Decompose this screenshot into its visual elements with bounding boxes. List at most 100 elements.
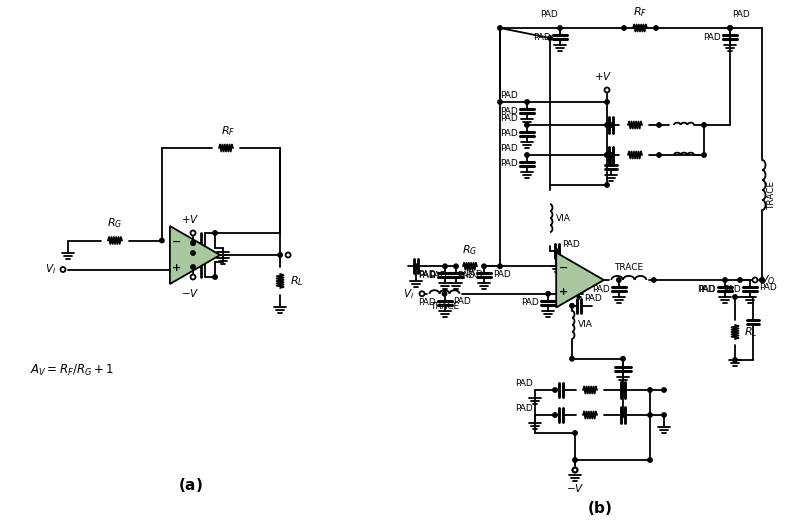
Circle shape [760,278,764,282]
Circle shape [498,100,502,104]
Text: TRACE: TRACE [430,301,459,311]
Text: PAD: PAD [500,129,518,138]
Circle shape [609,153,614,157]
Text: $V_I$: $V_I$ [45,262,56,276]
Circle shape [657,153,662,157]
Circle shape [190,231,195,235]
Circle shape [525,100,530,104]
Circle shape [191,251,195,255]
Text: $+V$: $+V$ [181,213,199,225]
Circle shape [702,153,706,157]
Text: PAD: PAD [592,285,610,294]
Text: $+V$: $+V$ [594,70,612,82]
Circle shape [733,358,738,362]
Text: $R_G$: $R_G$ [107,216,122,231]
Circle shape [61,267,66,272]
Circle shape [414,264,418,268]
Text: $R_G$: $R_G$ [462,243,478,257]
Circle shape [553,388,558,392]
Text: PAD: PAD [430,271,447,280]
Circle shape [728,26,732,30]
Circle shape [443,264,447,268]
Text: PAD: PAD [465,270,482,279]
Text: −: − [172,237,182,247]
Circle shape [482,264,486,268]
Text: PAD: PAD [500,91,518,100]
Circle shape [498,264,502,268]
Text: PAD: PAD [723,285,741,294]
Text: +: + [172,263,182,273]
Circle shape [570,304,574,308]
Circle shape [654,26,658,30]
Circle shape [160,238,164,243]
Text: VIA: VIA [578,320,593,329]
Circle shape [454,264,458,268]
Circle shape [621,356,626,361]
Text: PAD: PAD [418,270,436,279]
Text: $-V$: $-V$ [181,287,199,299]
Text: PAD: PAD [515,404,533,413]
Circle shape [278,253,282,257]
Text: $\mathbf{(b)}$: $\mathbf{(b)}$ [587,499,613,517]
Circle shape [617,278,621,282]
Circle shape [605,88,610,92]
Circle shape [525,153,530,157]
Text: +: + [558,287,568,297]
Text: $R_F$: $R_F$ [633,5,647,19]
Text: $R_L$: $R_L$ [744,325,758,339]
Circle shape [648,413,652,417]
Text: $\mathbf{(a)}$: $\mathbf{(a)}$ [178,476,202,494]
Circle shape [648,458,652,462]
Circle shape [728,26,732,30]
Text: PAD: PAD [540,10,558,19]
Text: PAD: PAD [703,33,721,42]
Text: PAD: PAD [500,107,518,116]
Text: PAD: PAD [759,284,777,293]
Circle shape [213,231,218,235]
Circle shape [738,278,742,282]
Circle shape [573,458,578,462]
Circle shape [723,278,727,282]
Text: PAD: PAD [522,298,539,307]
Text: PAD: PAD [500,159,518,168]
Circle shape [548,36,552,40]
Circle shape [753,278,758,282]
Circle shape [191,265,195,269]
Text: $-V$: $-V$ [566,482,584,494]
Circle shape [573,431,578,435]
Circle shape [760,278,764,282]
Circle shape [546,291,550,296]
Circle shape [702,123,706,127]
Circle shape [733,295,738,299]
Circle shape [605,100,610,104]
Text: $A_V = R_F/R_G + 1$: $A_V = R_F/R_G + 1$ [30,362,114,378]
Circle shape [573,467,578,473]
Text: $R_L$: $R_L$ [290,274,304,288]
Circle shape [605,153,610,157]
Circle shape [652,278,656,282]
Polygon shape [556,252,604,307]
Text: PAD: PAD [418,271,436,280]
Text: PAD: PAD [458,271,475,280]
Text: PAD: PAD [454,297,471,306]
Circle shape [558,26,562,30]
Circle shape [605,123,610,127]
Circle shape [553,413,558,417]
Circle shape [190,275,195,279]
Circle shape [191,241,195,245]
Text: PAD: PAD [500,144,518,153]
Text: PAD: PAD [562,240,580,249]
Text: PAD: PAD [515,379,533,388]
Circle shape [555,249,559,253]
Circle shape [442,291,446,296]
Text: PAD: PAD [698,285,716,294]
Circle shape [621,413,626,417]
Text: PAD: PAD [418,298,435,307]
Text: PAD: PAD [534,33,551,42]
Circle shape [570,356,574,361]
Text: $R_F$: $R_F$ [221,124,235,138]
Circle shape [213,275,218,279]
Text: TRACE: TRACE [614,263,643,272]
Text: $V_O$: $V_O$ [760,273,775,287]
Circle shape [621,388,626,392]
